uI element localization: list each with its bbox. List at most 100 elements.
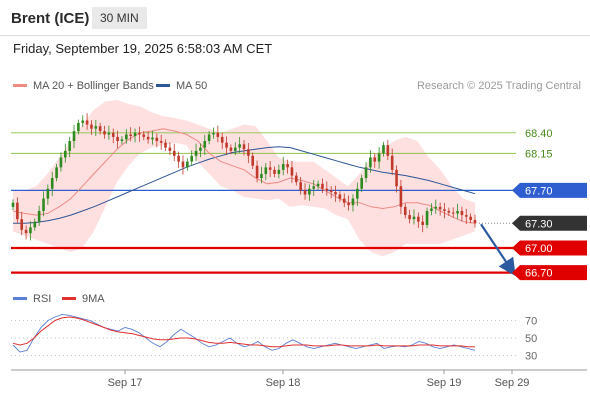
projection-arrow <box>480 223 516 277</box>
candle-body-5 <box>33 221 37 228</box>
candle-body-27 <box>129 134 132 137</box>
candle-body-48 <box>220 136 224 143</box>
candle-body-4 <box>29 227 32 234</box>
candle-body-89 <box>399 186 403 207</box>
candle-body-85 <box>382 145 385 154</box>
candle-body-13 <box>68 141 71 151</box>
candle-body-12 <box>64 150 67 158</box>
candle-body-24 <box>116 136 119 142</box>
time-axis: Sep 17 Sep 18 Sep 19 Sep 29 <box>11 369 587 389</box>
timeframe-badge[interactable]: 30 MIN <box>92 7 147 29</box>
candle-body-67 <box>303 190 307 195</box>
legend-rsi-ma: 9MA <box>62 293 105 305</box>
candle-body-101 <box>451 212 455 214</box>
x-tick-label-0: Sep 17 <box>108 377 143 389</box>
candle-body-44 <box>203 141 207 148</box>
rsi-swatch <box>13 296 27 300</box>
candle-body-51 <box>233 147 237 151</box>
candle-body-82 <box>369 157 372 168</box>
candle-body-22 <box>107 132 111 135</box>
candle-body-7 <box>42 198 45 211</box>
rsi-ma-line <box>12 316 475 348</box>
candle-body-31 <box>146 136 150 140</box>
candle-body-2 <box>20 219 24 230</box>
x-tick-label-3: Sep 29 <box>495 377 530 389</box>
candle-body-55 <box>251 155 255 166</box>
candle-body-58 <box>264 167 268 174</box>
x-tick-label-2: Sep 19 <box>427 377 462 389</box>
candle-body-18 <box>90 124 93 129</box>
candle-body-54 <box>247 149 250 156</box>
candle-body-52 <box>238 144 241 148</box>
candle-body-76 <box>342 198 346 203</box>
candle-body-43 <box>199 147 202 151</box>
candle-body-50 <box>229 147 233 151</box>
candle-body-68 <box>308 188 311 195</box>
candle-body-15 <box>77 122 80 132</box>
candle-body-86 <box>386 145 390 156</box>
candle-body-21 <box>103 131 106 135</box>
candle-body-63 <box>286 164 289 168</box>
candle-body-41 <box>190 155 193 162</box>
legend-ma50-label: MA 50 <box>176 80 208 92</box>
candle-body-1 <box>16 202 19 220</box>
candle-body-42 <box>194 150 198 156</box>
candle-body-38 <box>177 155 180 162</box>
candle-body-90 <box>403 206 407 216</box>
candle-body-79 <box>356 188 359 199</box>
candle-body-62 <box>281 164 285 170</box>
candle-body-11 <box>59 157 63 168</box>
candle-body-98 <box>438 206 442 210</box>
candlesticks <box>11 113 516 277</box>
candle-body-47 <box>216 132 220 137</box>
candle-body-16 <box>81 120 85 123</box>
candle-body-34 <box>159 141 163 143</box>
candle-body-106 <box>473 220 477 224</box>
candle-body-73 <box>329 190 333 193</box>
candle-body-83 <box>373 157 377 162</box>
candle-body-56 <box>255 165 259 179</box>
candle-body-78 <box>351 198 355 206</box>
candle-body-81 <box>364 167 368 179</box>
candle-body-32 <box>151 137 154 140</box>
level-label-5: 66.70 <box>525 268 553 280</box>
candle-body-0 <box>11 202 15 207</box>
rsi-panel: 70 50 30 <box>11 313 537 363</box>
candle-body-3 <box>24 229 28 234</box>
rsi-tick-2: 30 <box>525 351 537 363</box>
candle-body-26 <box>125 134 128 140</box>
candle-body-10 <box>55 167 58 179</box>
rsi-tick-0: 70 <box>525 316 537 328</box>
candle-body-104 <box>464 215 468 217</box>
ma20-line <box>12 128 476 224</box>
level-label-3: 67.30 <box>525 218 553 230</box>
level-label-1: 68.15 <box>525 148 553 160</box>
candle-body-30 <box>142 134 146 137</box>
legend-rsi-ma-label: 9MA <box>82 293 105 305</box>
candle-body-71 <box>321 183 324 189</box>
rsi-tick-1: 50 <box>525 333 537 345</box>
bollinger-band-fill <box>13 99 475 257</box>
candle-body-87 <box>390 155 394 170</box>
candle-body-103 <box>460 210 464 216</box>
bollinger-bands <box>13 99 475 257</box>
candle-body-20 <box>98 126 102 132</box>
candle-body-74 <box>334 192 337 195</box>
candle-body-91 <box>408 215 411 220</box>
level-tag-3 <box>512 215 587 231</box>
credit-text: Research © 2025 Trading Central <box>416 80 581 92</box>
candle-body-64 <box>290 167 294 176</box>
candle-body-80 <box>360 178 363 189</box>
level-lines <box>11 132 516 274</box>
timestamp: Friday, September 19, 2025 6:58:03 AM CE… <box>13 41 273 56</box>
candle-body-37 <box>172 150 176 156</box>
legend-rsi-label: RSI <box>33 293 52 305</box>
candle-body-70 <box>316 183 320 187</box>
candle-body-95 <box>425 210 429 225</box>
candle-body-65 <box>295 175 298 183</box>
candle-body-100 <box>447 210 451 213</box>
candle-body-92 <box>412 216 416 220</box>
candle-body-33 <box>155 137 159 142</box>
